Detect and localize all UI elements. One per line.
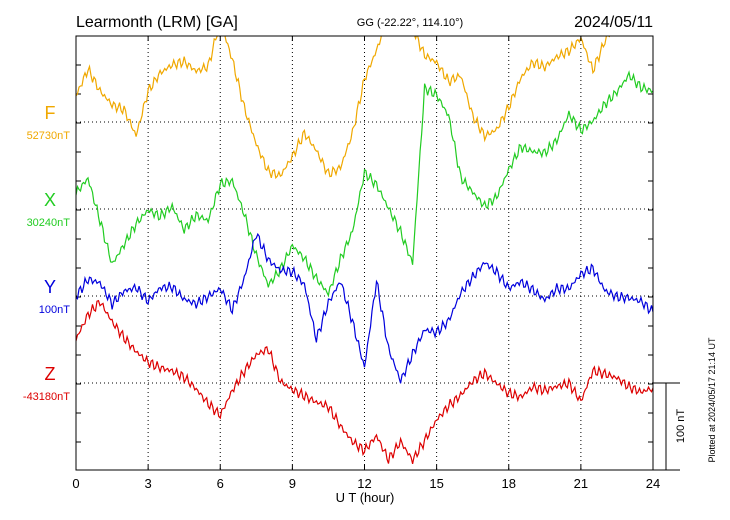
series-name-y: Y xyxy=(44,277,56,297)
date-label: 2024/05/11 xyxy=(574,14,653,31)
series-line-f xyxy=(76,36,611,180)
series-baseline-y: 100nT xyxy=(39,304,70,316)
series-name-f: F xyxy=(45,103,56,123)
x-tick-label: 12 xyxy=(357,476,371,491)
series-line-z xyxy=(76,299,653,465)
coordinates-subtitle: GG (-22.22°, 114.10°) xyxy=(357,17,463,29)
series-name-x: X xyxy=(44,190,56,210)
series-line-y xyxy=(76,232,653,384)
series-name-z: Z xyxy=(45,364,56,384)
series-baseline-f: 52730nT xyxy=(27,130,71,142)
plotted-note: Plotted at 2024/05/17 21:14 UT xyxy=(707,337,717,463)
x-tick-label: 21 xyxy=(574,476,588,491)
x-tick-label: 18 xyxy=(502,476,516,491)
series-baseline-z: -43180nT xyxy=(23,391,70,403)
x-tick-label: 0 xyxy=(72,476,79,491)
station-title: Learmonth (LRM) [GA] xyxy=(76,14,238,31)
x-axis-label: U T (hour) xyxy=(336,490,395,505)
scale-bar-label: 100 nT xyxy=(675,409,687,444)
grid xyxy=(76,35,653,470)
x-tick-label: 24 xyxy=(646,476,660,491)
series-labels: F 52730nT X 30240nT Y 100nT Z -43180nT xyxy=(23,103,70,403)
x-axis: 0 3 6 9 12 15 18 21 24 xyxy=(72,36,660,491)
x-tick-label: 15 xyxy=(429,476,443,491)
x-tick-label: 3 xyxy=(145,476,152,491)
scale-bar: 100 nT xyxy=(653,382,687,471)
series-layer xyxy=(76,36,653,465)
series-line-x xyxy=(76,70,653,298)
x-tick-label: 9 xyxy=(289,476,296,491)
series-baseline-x: 30240nT xyxy=(27,217,71,229)
x-tick-label: 6 xyxy=(217,476,224,491)
